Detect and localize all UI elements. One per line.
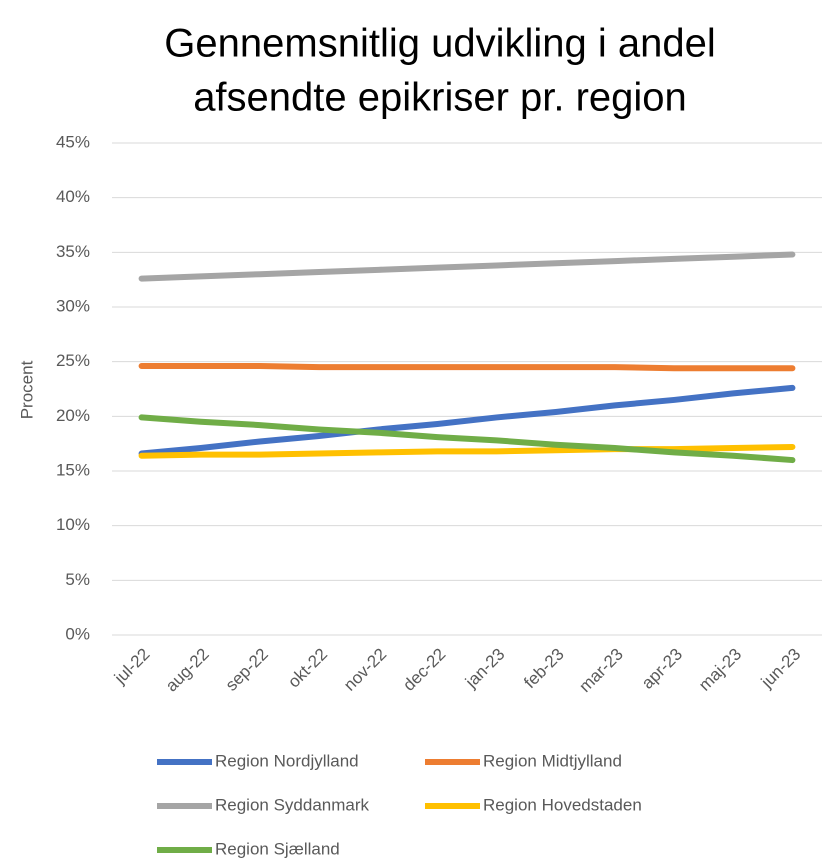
x-tick-label: jun-23 bbox=[757, 645, 805, 693]
y-tick-label: 5% bbox=[65, 570, 90, 589]
x-tick-label: nov-22 bbox=[340, 645, 390, 695]
y-tick-label: 25% bbox=[56, 351, 90, 370]
y-tick-label: 20% bbox=[56, 406, 90, 425]
y-tick-label: 40% bbox=[56, 187, 90, 206]
x-tick-label: jan-23 bbox=[461, 645, 509, 693]
y-tick-label: 45% bbox=[56, 132, 90, 151]
x-tick-label: okt-22 bbox=[284, 645, 331, 692]
legend-label: Region Nordjylland bbox=[215, 751, 359, 770]
y-axis-label: Procent bbox=[17, 360, 36, 419]
x-tick-label: jul-22 bbox=[110, 645, 154, 689]
x-tick-label: apr-23 bbox=[638, 645, 686, 693]
legend-label: Region Sjælland bbox=[215, 839, 340, 858]
y-tick-label: 30% bbox=[56, 296, 90, 315]
x-tick-label: dec-22 bbox=[399, 645, 449, 695]
chart-title: Gennemsnitlig udvikling i andel bbox=[164, 22, 715, 66]
data-line bbox=[138, 414, 796, 464]
x-tick-label: mar-23 bbox=[575, 645, 627, 697]
x-tick-label: feb-23 bbox=[520, 645, 568, 693]
data-line bbox=[138, 384, 796, 457]
data-line bbox=[138, 251, 796, 282]
x-tick-label: sep-22 bbox=[222, 645, 272, 695]
y-tick-label: 35% bbox=[56, 242, 90, 261]
chart-title: afsendte epikriser pr. region bbox=[193, 76, 687, 120]
data-line bbox=[138, 443, 796, 459]
legend-label: Region Hovedstaden bbox=[483, 795, 642, 814]
y-tick-label: 10% bbox=[56, 515, 90, 534]
x-tick-label: maj-23 bbox=[695, 645, 745, 695]
data-line bbox=[138, 363, 796, 372]
legend-label: Region Midtjylland bbox=[483, 751, 622, 770]
legend-label: Region Syddanmark bbox=[215, 795, 370, 814]
y-tick-label: 15% bbox=[56, 460, 90, 479]
y-tick-label: 0% bbox=[65, 624, 90, 643]
x-tick-label: aug-22 bbox=[162, 645, 213, 696]
